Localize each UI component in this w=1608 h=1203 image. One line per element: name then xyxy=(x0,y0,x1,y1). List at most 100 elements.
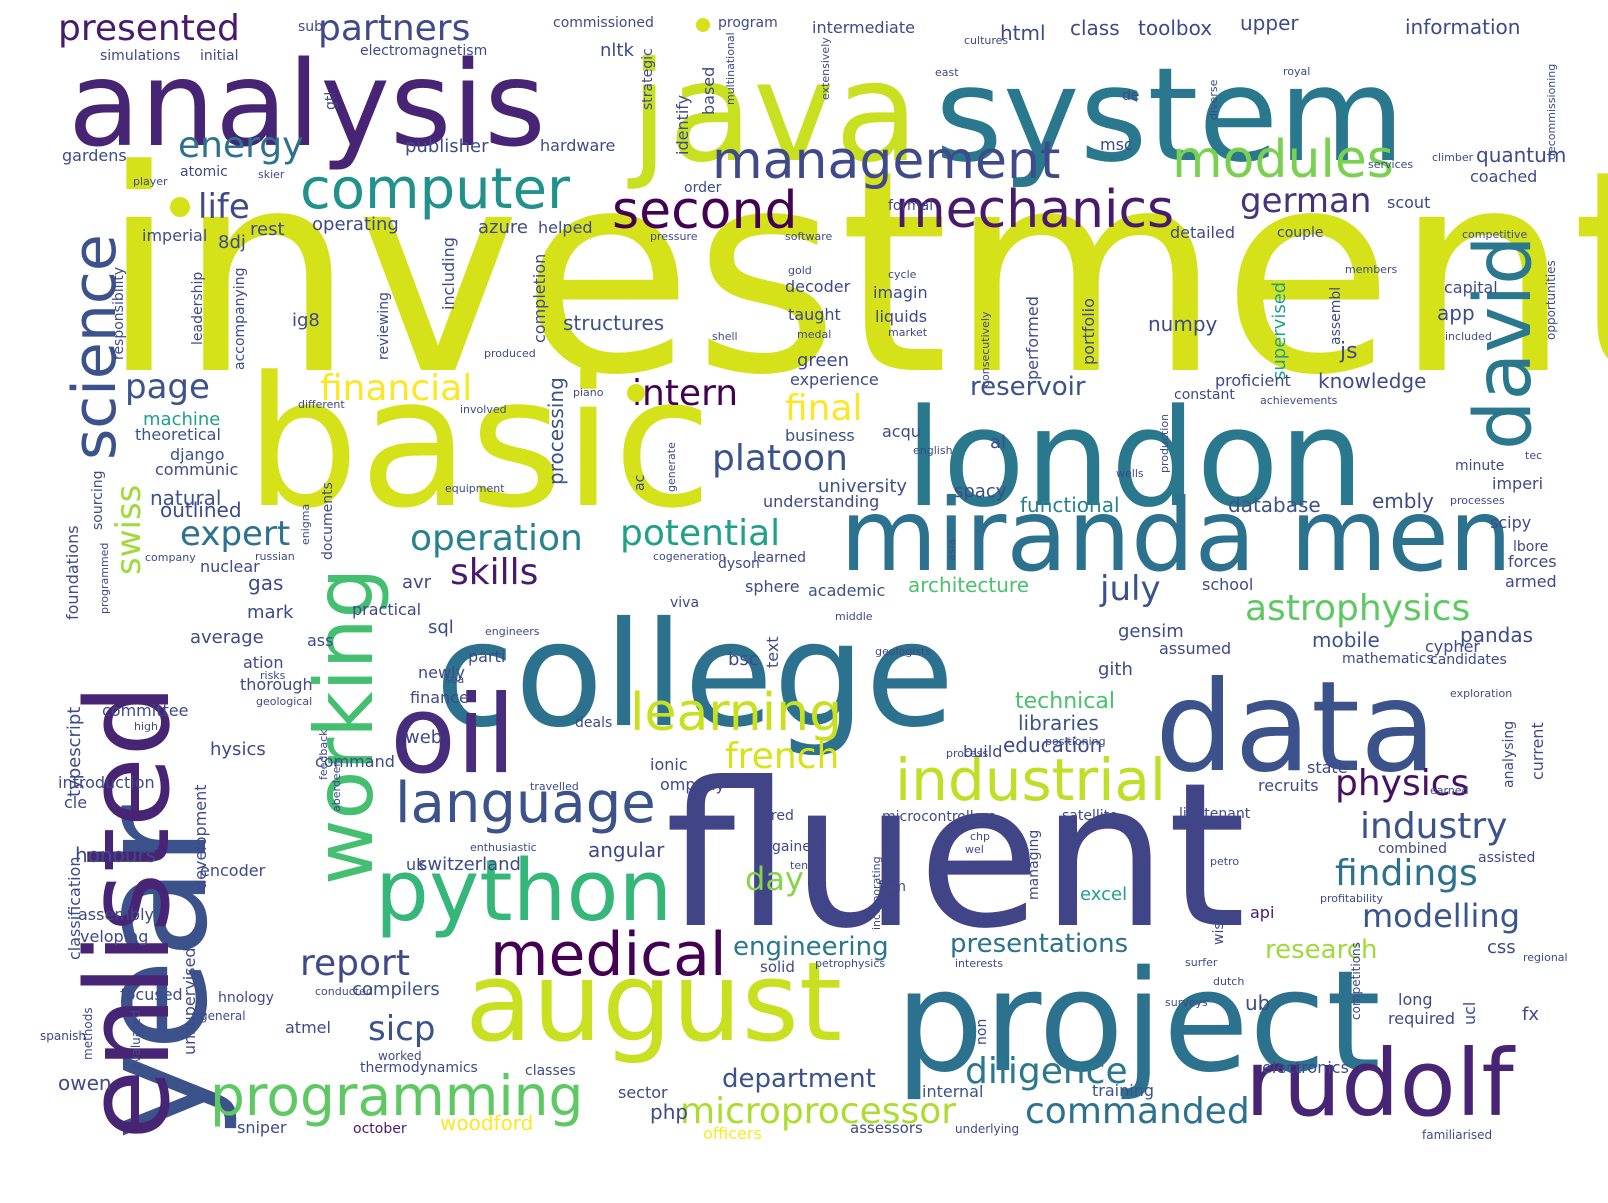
cloud-word: development xyxy=(191,784,210,890)
cloud-word: presentations xyxy=(950,929,1128,959)
cloud-word: gas xyxy=(248,571,283,595)
cloud-word: modules xyxy=(1172,130,1394,190)
cloud-word: industrial xyxy=(895,746,1166,814)
cloud-word: dyson xyxy=(718,556,760,572)
cloud-word: imperial xyxy=(142,226,207,245)
cloud-word: imperi xyxy=(1492,474,1543,493)
cloud-word: required xyxy=(1388,1009,1455,1028)
cloud-word: knowledge xyxy=(1318,369,1426,393)
cloud-word: azure xyxy=(478,217,528,238)
cloud-word: combined xyxy=(1378,841,1447,857)
cloud-word: skills xyxy=(450,552,538,593)
cloud-word: msc xyxy=(1100,135,1133,154)
cloud-word: cogeneration xyxy=(653,550,726,563)
cloud-word: incorporating xyxy=(870,856,883,930)
cloud-word: excel xyxy=(1080,884,1127,905)
cloud-word: data xyxy=(1155,655,1437,800)
cloud-word: de xyxy=(1122,88,1140,104)
cloud-word: ired xyxy=(767,808,794,824)
cloud-word: department xyxy=(722,1064,876,1094)
cloud-word: included xyxy=(1445,330,1492,343)
cloud-word: services xyxy=(1368,158,1413,171)
cloud-word: state xyxy=(1307,758,1348,777)
cloud-word: foundations xyxy=(63,525,82,620)
cloud-word: ub xyxy=(1245,991,1270,1015)
cloud-word: potential xyxy=(620,513,780,554)
cloud-word: compilers xyxy=(352,979,440,1000)
cloud-word: identify xyxy=(673,95,692,155)
cloud-word: gtl xyxy=(323,92,339,110)
cloud-word: education xyxy=(1003,733,1102,757)
cloud-word: firm xyxy=(878,879,906,895)
cloud-word: mechanics xyxy=(895,180,1174,240)
cloud-word: asia xyxy=(945,539,958,561)
cloud-word: decoder xyxy=(785,277,851,296)
cloud-word: operating xyxy=(312,214,399,235)
cloud-word: introduction xyxy=(58,773,155,792)
cloud-word: risks xyxy=(260,669,286,682)
dot-mark xyxy=(627,384,645,402)
cloud-word: taught xyxy=(788,305,841,324)
cloud-word: atmel xyxy=(285,1018,331,1037)
cloud-word: simulations xyxy=(100,48,180,64)
cloud-word: competitive xyxy=(1462,228,1527,241)
cloud-word: satellite xyxy=(1062,808,1118,824)
cloud-word: electromagnetism xyxy=(360,43,487,59)
words-layer: investment fluent basic year college project j… xyxy=(40,8,1608,1143)
cloud-word: angular xyxy=(588,838,665,862)
cloud-word: lbore xyxy=(1513,539,1548,555)
cloud-word: classification xyxy=(65,857,84,961)
cloud-word: al xyxy=(990,432,1006,453)
cloud-word: django xyxy=(170,445,225,464)
cloud-word: gold xyxy=(788,264,812,277)
cloud-word: science xyxy=(60,234,130,460)
cloud-word: long xyxy=(1398,990,1433,1009)
cloud-word: london xyxy=(905,380,1365,537)
cloud-word: documents xyxy=(320,482,336,560)
cloud-word: experience xyxy=(790,370,879,389)
cloud-word: working xyxy=(298,568,391,885)
cloud-word: coached xyxy=(1470,167,1537,186)
cloud-word: average xyxy=(190,627,264,648)
cloud-word: electronics xyxy=(1262,1058,1349,1077)
cloud-word: analysis xyxy=(68,35,546,173)
cloud-word: surveys xyxy=(1165,996,1208,1009)
cloud-word: august xyxy=(465,938,842,1066)
cloud-word: js xyxy=(1339,339,1358,364)
cloud-word: thermodynamics xyxy=(360,1060,478,1076)
cloud-word: veloping xyxy=(80,927,148,946)
cloud-word: minute xyxy=(1455,458,1504,474)
cloud-word: helped xyxy=(538,218,593,237)
cloud-word: worked xyxy=(378,1049,422,1063)
cloud-word: rudolf xyxy=(1245,1030,1516,1137)
cloud-word: interests xyxy=(955,957,1003,970)
cloud-word: thorough xyxy=(240,675,313,694)
cloud-word: sphere xyxy=(745,577,800,596)
cloud-word: college xyxy=(435,591,954,760)
cloud-word: intermediate xyxy=(812,18,915,37)
cloud-word: astrophysics xyxy=(1245,588,1470,629)
cloud-word: ation xyxy=(243,653,283,672)
cloud-word: publisher xyxy=(405,136,489,157)
cloud-word: natural xyxy=(150,486,221,510)
cloud-word: recruits xyxy=(1258,776,1319,795)
cloud-word: libraries xyxy=(1018,711,1099,735)
cloud-word: app xyxy=(1437,301,1475,325)
cloud-word: finance xyxy=(410,688,469,707)
cloud-word: completion xyxy=(530,254,549,343)
cloud-word: mark xyxy=(247,602,294,623)
cloud-word: ucl xyxy=(1460,1002,1479,1025)
cloud-word: intern xyxy=(632,373,738,414)
cloud-word: leadership xyxy=(190,272,206,345)
cloud-word: middle xyxy=(835,610,873,623)
cloud-word: assisted xyxy=(1478,850,1535,866)
dot-mark xyxy=(696,18,710,32)
cloud-word: detailed xyxy=(1170,223,1235,242)
cloud-word: uk xyxy=(406,855,426,874)
cloud-word: german xyxy=(1240,181,1371,221)
cloud-word: swiss xyxy=(109,485,149,575)
cloud-word: ig8 xyxy=(292,310,320,331)
cloud-word: honours xyxy=(75,843,156,867)
